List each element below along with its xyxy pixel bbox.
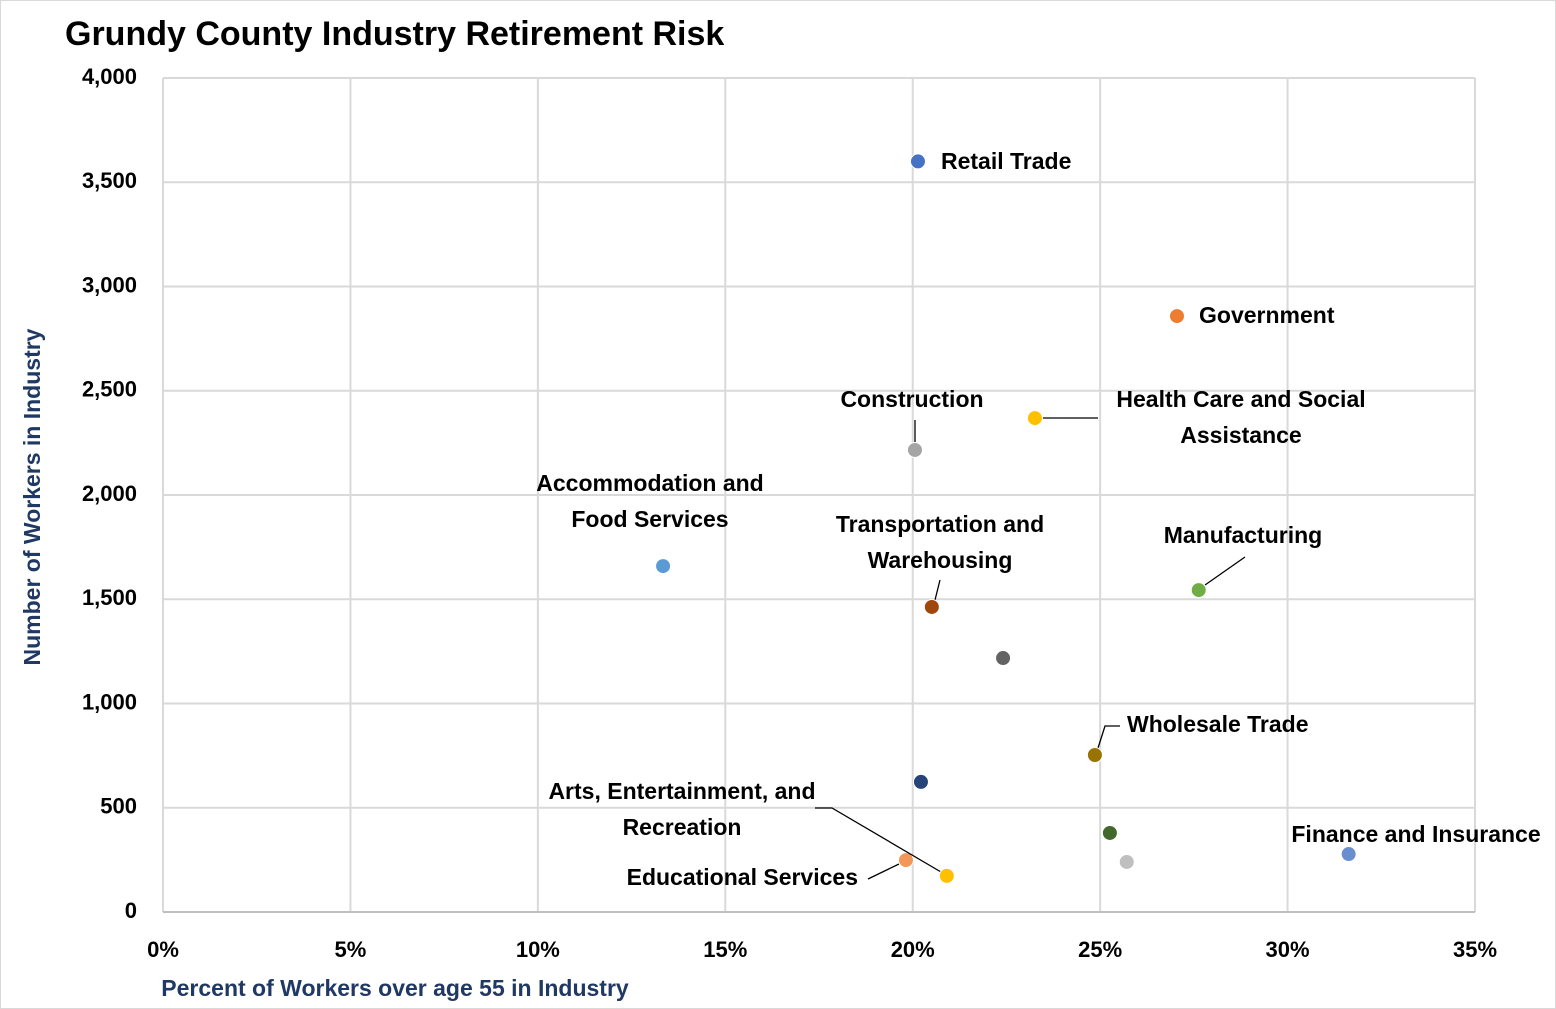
- x-tick-label: 30%: [1266, 937, 1310, 962]
- point: [909, 153, 926, 170]
- leader-line: [934, 579, 941, 601]
- point-label-line: Accommodation and: [536, 470, 763, 496]
- leader-line: [1204, 556, 1246, 586]
- x-tick-label: 20%: [891, 937, 935, 962]
- point-label: Transportation and Warehousing: [836, 511, 1044, 573]
- leader-line: [867, 863, 900, 880]
- point: [906, 441, 923, 458]
- y-tick-label: 1,000: [82, 689, 137, 714]
- point: [897, 852, 914, 869]
- x-tick-label: 25%: [1078, 937, 1122, 962]
- point-label-line: Arts, Entertainment, and: [548, 778, 815, 804]
- point-label-line: Recreation: [623, 814, 742, 840]
- x-tick-label: 0%: [147, 937, 179, 962]
- point-label: Manufacturing: [1164, 522, 1322, 548]
- y-axis-title: Number of Workers in Industry: [19, 328, 45, 665]
- point-label: Retail Trade: [941, 148, 1071, 174]
- point: [1168, 308, 1185, 325]
- point: [923, 598, 940, 615]
- point: [1190, 582, 1207, 599]
- x-tick-label: 5%: [335, 937, 367, 962]
- leader-line: [815, 807, 942, 873]
- point-label-line: Health Care and Social: [1116, 386, 1365, 412]
- point-label-line: Assistance: [1180, 422, 1301, 448]
- point-label: Educational Services: [627, 864, 858, 890]
- y-tick-label: 1,500: [82, 585, 137, 610]
- point: [912, 773, 929, 790]
- x-tick-label: 35%: [1453, 937, 1497, 962]
- point: [995, 650, 1012, 667]
- point: [1026, 410, 1043, 427]
- y-tick-label: 3,000: [82, 272, 137, 297]
- point-label: Government: [1199, 302, 1335, 328]
- point-label: Arts, Entertainment, and Recreation: [548, 778, 815, 840]
- x-tick-label: 15%: [703, 937, 747, 962]
- y-tick-label: 3,500: [82, 168, 137, 193]
- x-tick-label: 10%: [516, 937, 560, 962]
- point-label: Wholesale Trade: [1127, 711, 1309, 737]
- point-label: Construction: [840, 386, 983, 412]
- point: [1340, 846, 1357, 863]
- y-tick-label: 2,000: [82, 481, 137, 506]
- point-label-line: Warehousing: [868, 547, 1013, 573]
- point-label-line: Food Services: [571, 506, 728, 532]
- point-label-line: Transportation and: [836, 511, 1044, 537]
- chart-title: Grundy County Industry Retirement Risk: [65, 15, 724, 53]
- y-tick-label: 500: [100, 794, 137, 819]
- point-label: Accommodation and Food Services: [536, 470, 763, 532]
- y-tick-label: 0: [125, 898, 137, 923]
- point-label: Finance and Insurance: [1291, 821, 1540, 847]
- y-tick-label: 4,000: [82, 64, 137, 89]
- point-label: Health Care and Social Assistance: [1116, 386, 1365, 448]
- point: [938, 867, 955, 884]
- point: [1101, 824, 1118, 841]
- x-axis-title: Percent of Workers over age 55 in Indust…: [161, 975, 629, 1001]
- point: [1118, 853, 1135, 870]
- point: [655, 558, 672, 575]
- leader-line: [1097, 725, 1120, 749]
- point: [1086, 746, 1103, 763]
- y-tick-label: 2,500: [82, 377, 137, 402]
